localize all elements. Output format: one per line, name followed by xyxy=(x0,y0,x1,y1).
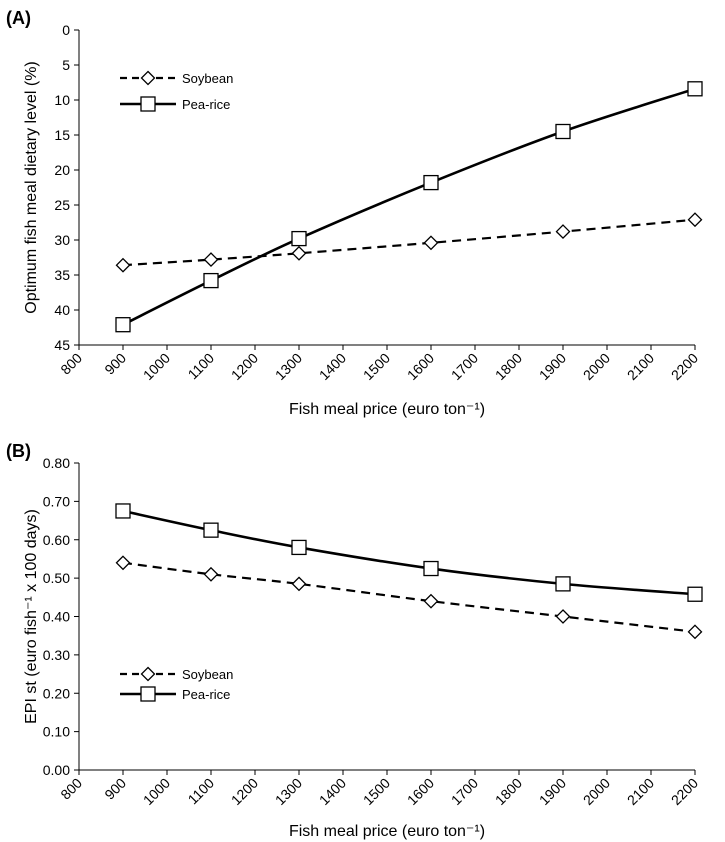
data-point-soybean xyxy=(203,252,219,268)
data-point-soybean xyxy=(115,257,131,273)
chart-panel-b: (B) 0.00 0.10 0.20 0.30 0.40 0.50 0.60 0.70 0.80 8… xyxy=(6,441,703,840)
data-point-soybean xyxy=(687,212,703,228)
legend-marker xyxy=(140,70,156,86)
x-tick-label: 800 xyxy=(57,775,85,803)
data-point-pea-rice xyxy=(423,560,439,577)
x-tick-label: 1000 xyxy=(140,350,173,383)
y-tick-label: 0.80 xyxy=(43,455,70,471)
x-tick-label: 1400 xyxy=(316,350,349,383)
y-tick-label: 35 xyxy=(54,267,70,283)
x-tick-label: 2100 xyxy=(624,775,657,808)
series-line-soybean xyxy=(122,561,696,633)
x-tick-label: 2200 xyxy=(668,350,701,383)
x-tick-label: 1600 xyxy=(404,350,437,383)
x-tick-label: 1000 xyxy=(140,775,173,808)
y-tick-label: 0 xyxy=(62,22,70,38)
x-tick-label: 900 xyxy=(101,775,129,803)
y-tick-label: 20 xyxy=(54,162,70,178)
data-point-soybean xyxy=(291,576,307,592)
y-tick-label: 0.10 xyxy=(43,724,70,740)
data-point-soybean xyxy=(687,624,703,640)
data-point-pea-rice xyxy=(115,503,131,519)
y-tick-label: 15 xyxy=(54,127,70,143)
data-point-pea-rice xyxy=(423,174,439,191)
y-tick-label: 0.60 xyxy=(43,532,70,548)
legend-marker xyxy=(140,666,156,682)
x-tick-label: 1800 xyxy=(492,775,525,808)
x-tick-label: 1200 xyxy=(228,775,261,808)
y-tick-label: 30 xyxy=(54,232,70,248)
y-axis-label: Optimum fish meal dietary level (%) xyxy=(23,61,40,314)
y-tick-label: 0.50 xyxy=(43,570,70,586)
data-point-pea-rice xyxy=(555,576,571,592)
x-tick-label: 1900 xyxy=(536,350,569,383)
series-line-pea-rice xyxy=(122,87,696,326)
panel-label: (A) xyxy=(6,8,31,28)
x-tick-label: 1900 xyxy=(536,775,569,808)
x-tick-label: 2000 xyxy=(580,775,613,808)
y-tick-label: 0.20 xyxy=(43,685,70,701)
legend-label: Soybean xyxy=(182,71,233,86)
x-tick-label: 1100 xyxy=(185,775,218,808)
x-tick-label: 1200 xyxy=(228,350,261,383)
x-tick-label: 900 xyxy=(101,350,129,378)
y-axis-label: EPI st (euro fish⁻¹ x 100 days) xyxy=(23,509,40,724)
data-point-pea-rice xyxy=(203,272,219,289)
data-point-soybean xyxy=(203,566,219,582)
x-tick-label: 1700 xyxy=(448,350,481,383)
data-point-soybean xyxy=(555,609,571,624)
y-tick-label: 10 xyxy=(54,92,70,108)
series-line-soybean xyxy=(122,218,696,267)
x-tick-label: 800 xyxy=(57,350,85,378)
y-tick-label: 5 xyxy=(62,57,70,73)
data-point-pea-rice xyxy=(115,317,131,333)
x-tick-label: 2000 xyxy=(580,350,613,383)
x-tick-label: 1300 xyxy=(272,775,305,808)
x-tick-label: 1400 xyxy=(316,775,349,808)
data-point-soybean xyxy=(423,235,439,251)
x-tick-label: 2200 xyxy=(668,775,701,808)
data-point-soybean xyxy=(555,224,571,240)
legend-marker xyxy=(140,686,156,702)
legend-marker xyxy=(140,96,156,112)
x-axis-label: Fish meal price (euro ton⁻¹) xyxy=(289,401,485,418)
x-tick-label: 1500 xyxy=(360,350,393,383)
x-tick-label: 1600 xyxy=(404,775,437,808)
data-point-pea-rice xyxy=(291,539,307,556)
x-tick-label: 1300 xyxy=(272,350,305,383)
data-point-soybean xyxy=(423,593,439,609)
y-tick-label: 40 xyxy=(54,302,70,318)
x-tick-label: 1800 xyxy=(492,350,525,383)
panel-label: (B) xyxy=(6,441,31,461)
x-tick-label: 1700 xyxy=(448,775,481,808)
data-point-pea-rice xyxy=(687,586,703,602)
data-point-pea-rice xyxy=(203,522,219,538)
y-tick-label: 0.40 xyxy=(43,609,70,625)
y-tick-label: 0.00 xyxy=(43,762,70,778)
x-tick-label: 1100 xyxy=(185,350,218,383)
data-point-soybean xyxy=(115,555,131,571)
legend-label: Soybean xyxy=(182,667,233,682)
x-tick-label: 1500 xyxy=(360,775,393,808)
x-tick-label: 2100 xyxy=(624,350,657,383)
y-tick-label: 0.70 xyxy=(43,493,70,509)
y-tick-label: 0.30 xyxy=(43,647,70,663)
data-point-pea-rice xyxy=(687,81,703,97)
legend-label: Pea-rice xyxy=(182,97,230,112)
legend-label: Pea-rice xyxy=(182,687,230,702)
x-axis-label: Fish meal price (euro ton⁻¹) xyxy=(289,823,485,840)
data-point-soybean xyxy=(291,245,307,261)
y-tick-label: 45 xyxy=(54,337,70,353)
data-point-pea-rice xyxy=(291,230,307,247)
data-point-pea-rice xyxy=(555,123,571,140)
y-tick-label: 25 xyxy=(54,197,70,213)
